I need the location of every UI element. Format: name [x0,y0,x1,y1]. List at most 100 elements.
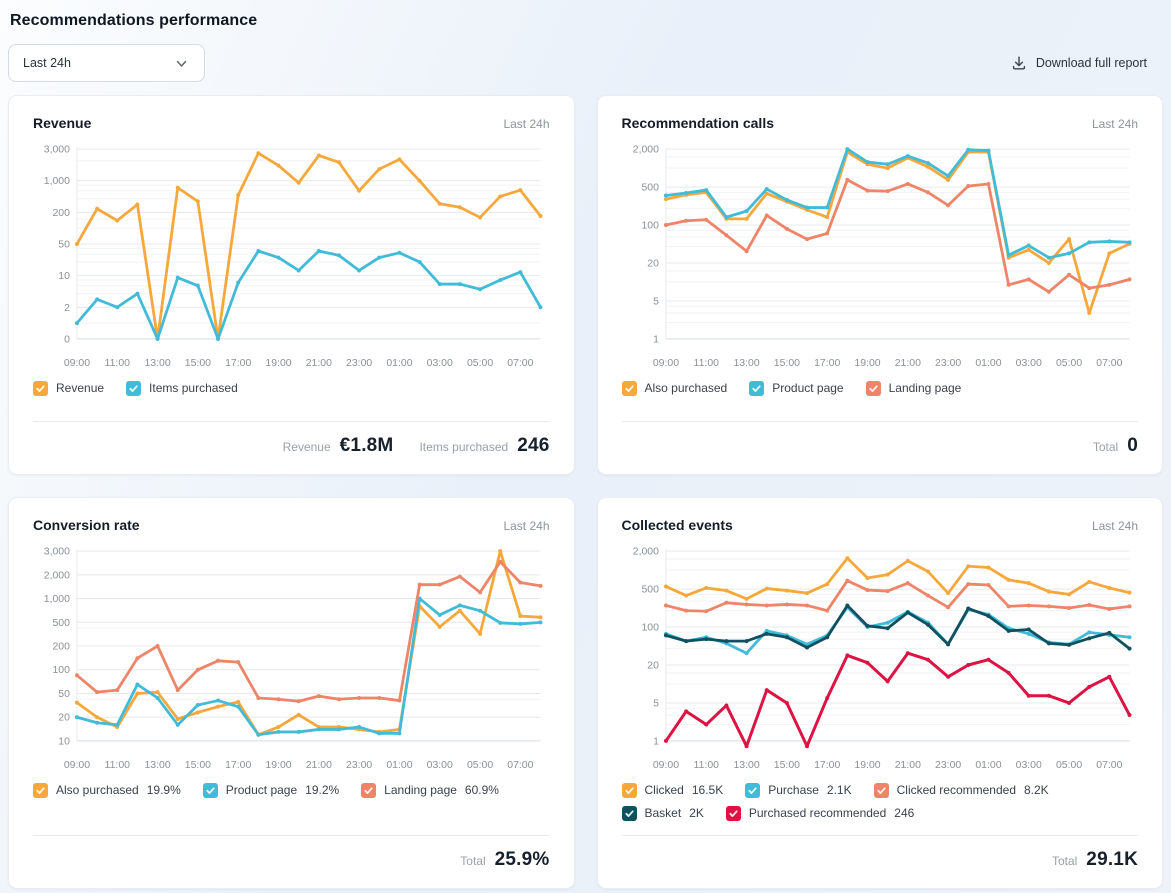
series-points-landing-page [663,177,1132,294]
checkbox-icon[interactable] [33,380,48,396]
stat-label: Items purchased [419,440,509,454]
svg-text:17:00: 17:00 [814,760,840,771]
checkbox-icon[interactable] [126,380,142,396]
series-line-clicked-recommended [664,579,1131,613]
svg-text:01:00: 01:00 [386,358,412,369]
legend-label: Purchased recommended [748,806,887,820]
series-line-revenue [75,151,542,341]
minor-gridlines [76,627,541,700]
svg-text:01:00: 01:00 [975,760,1001,771]
legend-item-purchased-recommended[interactable]: Purchased recommended 246 [725,805,914,821]
svg-text:13:00: 13:00 [144,760,170,771]
legend-label: Product page [225,783,298,797]
y-axis: 1 5 20 100 500 2,000 [632,145,658,346]
legend-value: 8.2K [1024,783,1049,797]
legend-label: Also purchased [644,381,728,395]
legend-item-clicked-recommended[interactable]: Clicked recommended 8.2K [873,782,1049,798]
recommendation-calls-chart: 1 5 20 100 500 2,000 09:00 11:00 13:00 15:00 17:00… [598,139,1163,376]
series-line-product-page [75,597,542,737]
svg-text:200: 200 [52,208,70,219]
legend-label: Purchase [768,783,819,797]
legend-item-product-page[interactable]: Product page 19.2% [202,782,339,798]
svg-text:500: 500 [52,618,70,629]
svg-text:05:00: 05:00 [467,358,493,369]
chevron-down-icon [174,56,189,71]
svg-text:50: 50 [58,689,70,700]
card-range-label: Last 24h [503,117,550,131]
card-title: Recommendation calls [621,115,775,131]
legend-item-landing-page[interactable]: Landing page [865,380,962,396]
checkbox-icon[interactable] [621,380,637,396]
legend-item-purchase[interactable]: Purchase 2.1K [745,782,852,798]
svg-text:100: 100 [641,623,659,634]
svg-text:5: 5 [653,698,659,709]
svg-text:100: 100 [641,221,659,232]
card-header: Conversion rate Last 24h [9,498,574,533]
checkbox-icon[interactable] [873,782,889,798]
line-chart-svg: 10 20 50 100 200 500 1,000 2,000 3,000 09:00 11:00… [44,547,543,771]
legend-item-basket[interactable]: Basket 2K [621,805,704,821]
svg-text:1: 1 [653,736,659,747]
checkbox-icon[interactable] [621,782,637,798]
svg-text:19:00: 19:00 [265,358,291,369]
legend-item-revenue[interactable]: Revenue [33,380,104,396]
svg-text:13:00: 13:00 [144,358,170,369]
time-range-value: Last 24h [23,56,71,70]
legend-item-landing-page[interactable]: Landing page 60.9% [361,782,499,798]
collected-events-stats: Total 29.1K [598,836,1163,888]
series-line-product-page [664,147,1131,260]
card-range-label: Last 24h [1091,519,1138,533]
svg-text:09:00: 09:00 [64,760,90,771]
conversion-rate-stats: Total 25.9% [9,836,574,888]
legend-item-clicked[interactable]: Clicked 16.5K [621,782,723,798]
card-title: Revenue [33,115,92,131]
svg-text:21:00: 21:00 [894,760,920,771]
series-line-landing-page [75,560,542,703]
svg-text:11:00: 11:00 [693,760,719,771]
checkbox-icon[interactable] [33,782,48,798]
svg-text:07:00: 07:00 [1096,760,1122,771]
download-icon [1011,55,1027,71]
stat-items-purchased: Items purchased 246 [419,435,549,457]
svg-text:15:00: 15:00 [773,358,799,369]
minor-gridlines [665,558,1130,726]
card-divider [33,835,550,836]
x-axis: 09:00 11:00 13:00 15:00 17:00 19:00 21:00 23:00… [64,760,534,771]
conversion-rate-chart: 10 20 50 100 200 500 1,000 2,000 3,000 09:00 11:00… [9,541,574,778]
card-header: Recommendation calls Last 24h [598,96,1163,131]
series-line-items-purchased [75,249,542,341]
series-points-clicked-recommended [663,578,1132,614]
legend-item-product-page[interactable]: Product page [749,380,844,396]
legend-item-also-purchased[interactable]: Also purchased 19.9% [33,782,181,798]
legend-item-items-purchased[interactable]: Items purchased [126,380,238,396]
svg-text:11:00: 11:00 [105,358,131,369]
svg-text:21:00: 21:00 [894,358,920,369]
legend-item-also-purchased[interactable]: Also purchased [621,380,728,396]
card-collected-events: Collected events Last 24h 1 5 20 100 500 2,00… [596,497,1163,889]
time-range-dropdown[interactable]: Last 24h [8,44,205,82]
checkbox-icon[interactable] [361,782,377,798]
checkbox-icon[interactable] [725,805,741,821]
checkbox-icon[interactable] [745,782,761,798]
svg-text:17:00: 17:00 [225,760,251,771]
checkbox-icon[interactable] [621,805,637,821]
svg-text:23:00: 23:00 [346,760,372,771]
legend-label: Landing page [888,381,962,395]
svg-text:05:00: 05:00 [1055,358,1081,369]
series-line-basket [664,604,1131,651]
svg-text:21:00: 21:00 [306,760,332,771]
checkbox-icon[interactable] [865,380,881,396]
svg-text:01:00: 01:00 [975,358,1001,369]
svg-text:17:00: 17:00 [225,358,251,369]
svg-text:03:00: 03:00 [427,358,453,369]
download-report-button[interactable]: Download full report [1011,55,1147,71]
card-header: Collected events Last 24h [598,498,1163,533]
svg-text:20: 20 [647,660,659,671]
series-points-product-page [74,596,543,737]
x-axis: 09:00 11:00 13:00 15:00 17:00 19:00 21:00 23:00… [652,760,1122,771]
checkbox-icon[interactable] [202,782,218,798]
series-line-also-purchased [75,549,542,737]
checkbox-icon[interactable] [749,380,765,396]
svg-text:1: 1 [653,334,659,345]
y-axis: 1 5 20 100 500 2,000 [632,547,658,748]
